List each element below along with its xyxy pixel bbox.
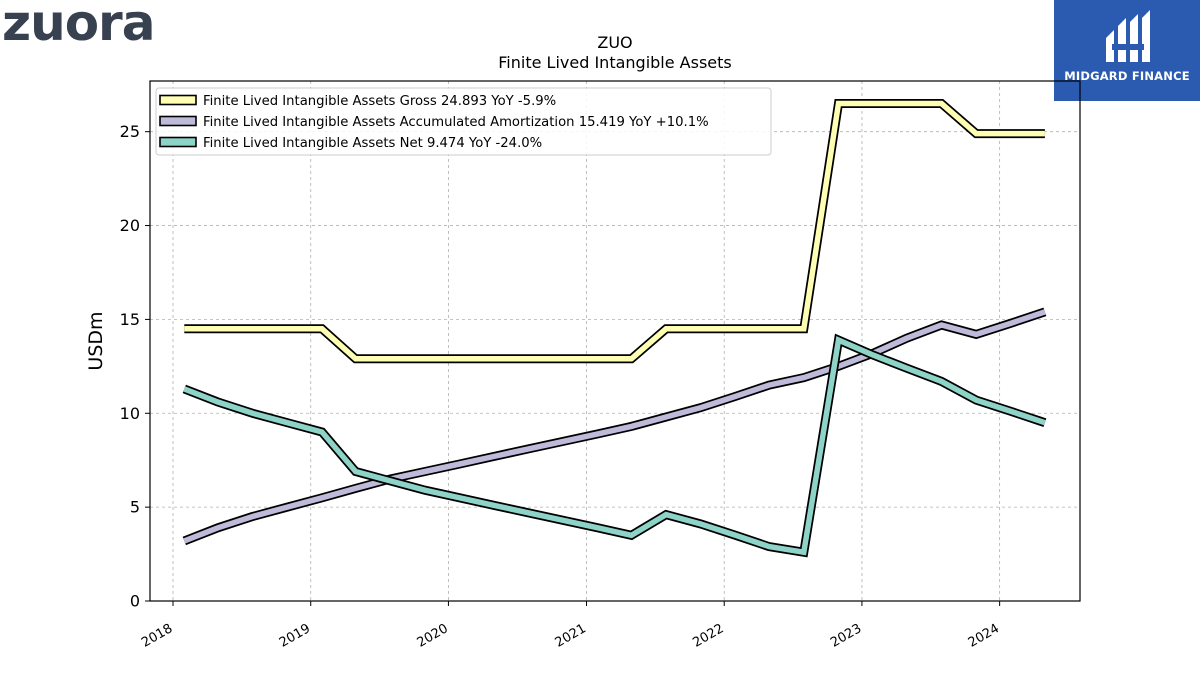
grid-layer [150, 81, 1080, 601]
series-2 [182, 307, 1047, 546]
partner-emblem-icon [1106, 10, 1150, 62]
x-tick-label: 2021 [553, 621, 589, 651]
x-tick-label: 2023 [828, 621, 864, 651]
chart-subtitle: Finite Lived Intangible Assets [498, 53, 731, 72]
series-1 [184, 99, 1045, 364]
legend-swatch [159, 136, 197, 148]
legend-entry-label: Finite Lived Intangible Assets Net 9.474… [203, 136, 542, 151]
brand-logo-text: zuora [2, 0, 154, 44]
x-tick-label: 2020 [415, 621, 451, 651]
y-tick-label: 5 [130, 498, 140, 517]
legend-swatch [159, 94, 197, 106]
partner-logo-text: MIDGARD FINANCE [1064, 69, 1190, 83]
y-axis-label: USDm [85, 311, 107, 370]
brand-logo: zuora [2, 0, 182, 52]
series-layer [182, 99, 1047, 558]
legend-box [155, 87, 772, 156]
legend: Finite Lived Intangible Assets Gross 24.… [155, 87, 772, 156]
plot-frame [149, 80, 1081, 602]
x-tick-label: 2024 [966, 621, 1002, 651]
y-tick-label: 10 [120, 404, 140, 423]
series-3 [182, 333, 1047, 558]
y-tick-label: 15 [120, 310, 140, 329]
y-tick-label: 25 [120, 122, 140, 141]
chart-title: ZUO [597, 33, 632, 52]
x-tick-label: 2019 [277, 621, 313, 651]
y-tick-label: 0 [130, 592, 140, 611]
x-tick-label: 2018 [139, 621, 175, 651]
x-tick-label: 2022 [690, 621, 726, 651]
partner-logo: MIDGARD FINANCE [1054, 0, 1200, 101]
legend-entry-label: Finite Lived Intangible Assets Gross 24.… [203, 94, 556, 109]
legend-swatch [159, 115, 197, 127]
series-line [184, 100, 1045, 362]
series-line [183, 309, 1046, 544]
series-line [183, 336, 1046, 556]
axis-layer: 0 5 10 15 20 25 2018 2019 2020 2021 2022 2023 2024 [120, 122, 1002, 651]
legend-entry-label: Finite Lived Intangible Assets Accumulat… [203, 115, 709, 130]
y-tick-label: 20 [120, 216, 140, 235]
